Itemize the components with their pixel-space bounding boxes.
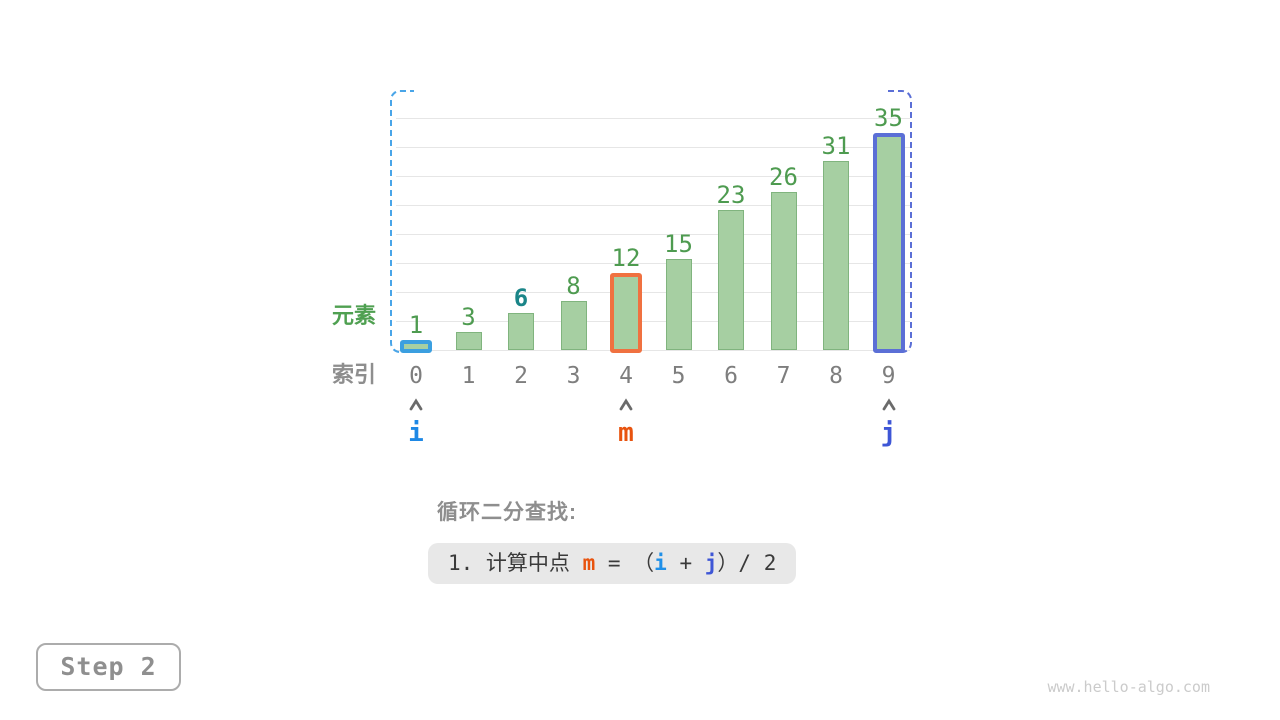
formula-prefix: 1. 计算中点 [448, 551, 583, 575]
index-label: 9 [881, 363, 896, 389]
pointer-caret-icon [881, 398, 897, 411]
bar-value-label: 1 [408, 310, 424, 339]
index-label: 2 [514, 363, 528, 389]
index-label: 4 [619, 363, 633, 389]
formula-pill: 1. 计算中点 m = （i + j）/ 2 [428, 543, 797, 584]
bar-value-label: 12 [611, 243, 641, 272]
pointer-label-j: j [880, 418, 897, 448]
bar-value-label: 6 [513, 284, 529, 313]
index-label: 6 [724, 363, 738, 389]
gridline [396, 321, 910, 322]
bar-value-label: 3 [461, 302, 476, 331]
index-label: 3 [566, 363, 581, 389]
formula-equals: = （ [595, 551, 655, 575]
index-label: 5 [671, 363, 686, 389]
index-label: 1 [461, 363, 476, 389]
pointer-caret-icon [618, 398, 634, 411]
bar-value-label: 31 [821, 132, 851, 161]
pointer-label-m: m [618, 418, 634, 448]
bar-value-label: 15 [664, 229, 693, 258]
index-label: 0 [409, 363, 423, 389]
bar-index-4 [610, 272, 642, 353]
bar-index-8 [823, 161, 849, 350]
bar-index-6 [718, 209, 744, 350]
element-axis-label: 元素 [331, 303, 376, 328]
bar-index-3 [560, 301, 587, 350]
gridline [396, 176, 910, 177]
gridline [396, 118, 910, 119]
bar-value-label: 35 [874, 103, 903, 132]
bar-value-label: 26 [769, 162, 798, 191]
gridline [396, 292, 910, 293]
pointer-caret-icon [408, 398, 424, 411]
index-label: 7 [776, 363, 791, 389]
formula-j-token: j [704, 551, 718, 575]
formula-suffix: ）/ 2 [717, 551, 777, 575]
gridline [396, 205, 910, 206]
formula-m-token: m [582, 551, 596, 575]
gridline [396, 263, 910, 264]
bar-index-0 [400, 339, 432, 353]
bar-index-2 [508, 313, 534, 350]
pointer-label-i: i [408, 418, 424, 448]
bar-index-1 [455, 331, 482, 350]
formula-plus: + [666, 551, 705, 575]
index-axis-label: 索引 [331, 362, 376, 387]
caption-heading: 循环二分查找: [437, 501, 577, 524]
bar-index-5 [665, 258, 692, 350]
gridline [396, 234, 910, 235]
bar-index-9 [872, 132, 905, 353]
index-label: 8 [829, 363, 843, 389]
step-badge: Step 2 [36, 643, 181, 691]
bar-index-7 [770, 191, 797, 350]
gridline [396, 350, 910, 351]
gridline [396, 147, 910, 148]
bar-value-label: 23 [716, 180, 746, 209]
bar-value-label: 8 [566, 272, 581, 301]
formula-i-token: i [654, 551, 667, 575]
watermark: www.hello-algo.com [1047, 678, 1210, 696]
